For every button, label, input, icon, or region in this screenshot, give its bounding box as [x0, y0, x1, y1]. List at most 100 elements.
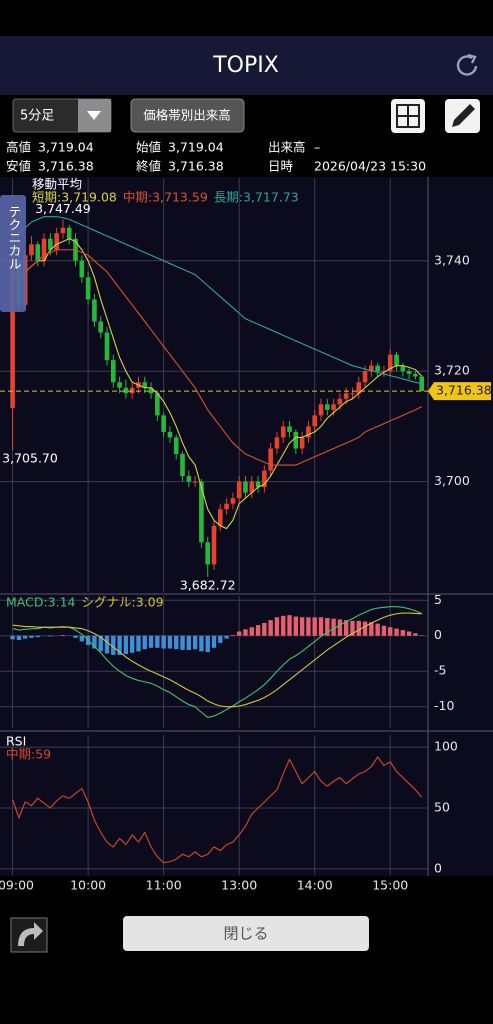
histogram-bar: [180, 635, 185, 650]
candle-body: [60, 227, 66, 234]
info-label: 日時: [268, 159, 294, 174]
candle-body: [419, 376, 425, 392]
candle-body: [186, 476, 192, 482]
histogram-bar: [325, 618, 330, 636]
pencil-icon: [452, 104, 475, 127]
candle-body: [306, 426, 311, 438]
candle-body: [85, 277, 91, 300]
y-tick-label: 5: [434, 592, 442, 607]
candle-body: [192, 481, 198, 483]
candle-body: [318, 404, 324, 416]
histogram-bar: [123, 635, 129, 655]
histogram-bar: [155, 635, 160, 648]
tab-box: [0, 195, 26, 312]
candle-body: [343, 393, 349, 399]
candle-body: [413, 373, 418, 377]
y-tick-label: 3,740: [434, 252, 470, 267]
histogram-bar: [98, 635, 103, 652]
histogram-bar: [299, 617, 305, 636]
histogram-bar: [306, 617, 311, 636]
candle-body: [79, 260, 85, 278]
histogram-bar: [117, 635, 122, 655]
candle-body: [400, 365, 406, 372]
technical-tab[interactable]: テクニカル: [0, 195, 26, 312]
candle-body: [217, 509, 223, 526]
histogram-bar: [413, 633, 418, 636]
histogram-bar: [394, 628, 399, 636]
series-line: [12, 755, 423, 864]
interval-dropdown[interactable]: 5分足: [12, 98, 112, 133]
candle-body: [255, 481, 261, 488]
low-label: 3,682.72: [180, 577, 236, 592]
y-tick-label: 3,720: [434, 363, 470, 378]
histogram-bar: [356, 620, 361, 636]
histogram-bar: [192, 635, 198, 650]
refresh-arrow: [467, 53, 477, 64]
info-value: 2026/04/23 15:30: [314, 159, 426, 174]
candle-body: [167, 431, 173, 438]
y-tick-label: 50: [434, 800, 450, 815]
candle-body: [211, 525, 217, 565]
candle-body: [66, 227, 72, 239]
candle-body: [230, 498, 236, 504]
histogram-bar: [312, 617, 317, 636]
histogram-bar: [406, 631, 412, 636]
candle-body: [48, 238, 53, 250]
info-value: –: [314, 140, 320, 155]
info-value: 3,716.38: [168, 159, 224, 174]
histogram-bar: [29, 635, 34, 638]
histogram-bar: [375, 623, 380, 636]
x-tick-label: 13:00: [221, 878, 257, 893]
histogram-bar: [142, 635, 147, 650]
legend-entry: 長期:3,717.73: [214, 190, 299, 205]
histogram-bar: [369, 622, 374, 636]
histogram-bar: [262, 622, 267, 636]
histogram-bar: [186, 635, 192, 650]
candle-body: [104, 332, 110, 361]
back-button[interactable]: [10, 917, 48, 953]
histogram-bar: [224, 635, 229, 639]
grid-icon-lines: [397, 105, 419, 127]
button-box: [123, 916, 369, 951]
histogram-bar: [343, 620, 349, 636]
close-button[interactable]: 閉じる: [123, 916, 369, 951]
candle-body: [129, 387, 135, 394]
candle-body: [35, 244, 41, 261]
volume-profile-button[interactable]: 価格帯別出来高: [130, 98, 245, 133]
candle-body: [375, 365, 380, 372]
histogram-bar: [268, 620, 273, 636]
histogram-bar: [218, 635, 223, 643]
chart-background: [0, 177, 493, 876]
button-label: 閉じる: [223, 925, 268, 943]
histogram-bar: [16, 635, 22, 640]
y-tick-label: 100: [434, 739, 458, 754]
candle-body: [249, 481, 255, 493]
y-tick-label: 0: [434, 860, 442, 875]
histogram-bar: [274, 617, 280, 636]
candle-body: [324, 404, 330, 410]
tab-label: テクニカル: [6, 205, 21, 270]
histogram-bar: [73, 635, 78, 638]
candle-body: [123, 387, 129, 394]
info-label: 安値: [6, 159, 31, 174]
candle-body: [406, 371, 412, 374]
draw-button[interactable]: [445, 99, 480, 133]
candle-body: [41, 238, 47, 261]
layout-button[interactable]: [391, 99, 425, 133]
series-line: [12, 612, 422, 708]
candle-body: [117, 382, 122, 388]
high-label: 3,747.49: [35, 201, 91, 216]
refresh-button[interactable]: [456, 53, 478, 76]
histogram-bar: [331, 618, 336, 636]
histogram-bar: [287, 615, 292, 636]
histogram-bar: [60, 635, 66, 636]
candle-body: [293, 431, 299, 449]
last-price-label: 3,716.38: [436, 383, 492, 398]
histogram-bar: [111, 635, 116, 655]
histogram-bar: [400, 630, 406, 636]
series-line: [12, 249, 422, 466]
candle-body: [236, 481, 242, 499]
interval-label: 5分足: [20, 109, 54, 124]
x-tick-label: 09:00: [0, 878, 34, 893]
